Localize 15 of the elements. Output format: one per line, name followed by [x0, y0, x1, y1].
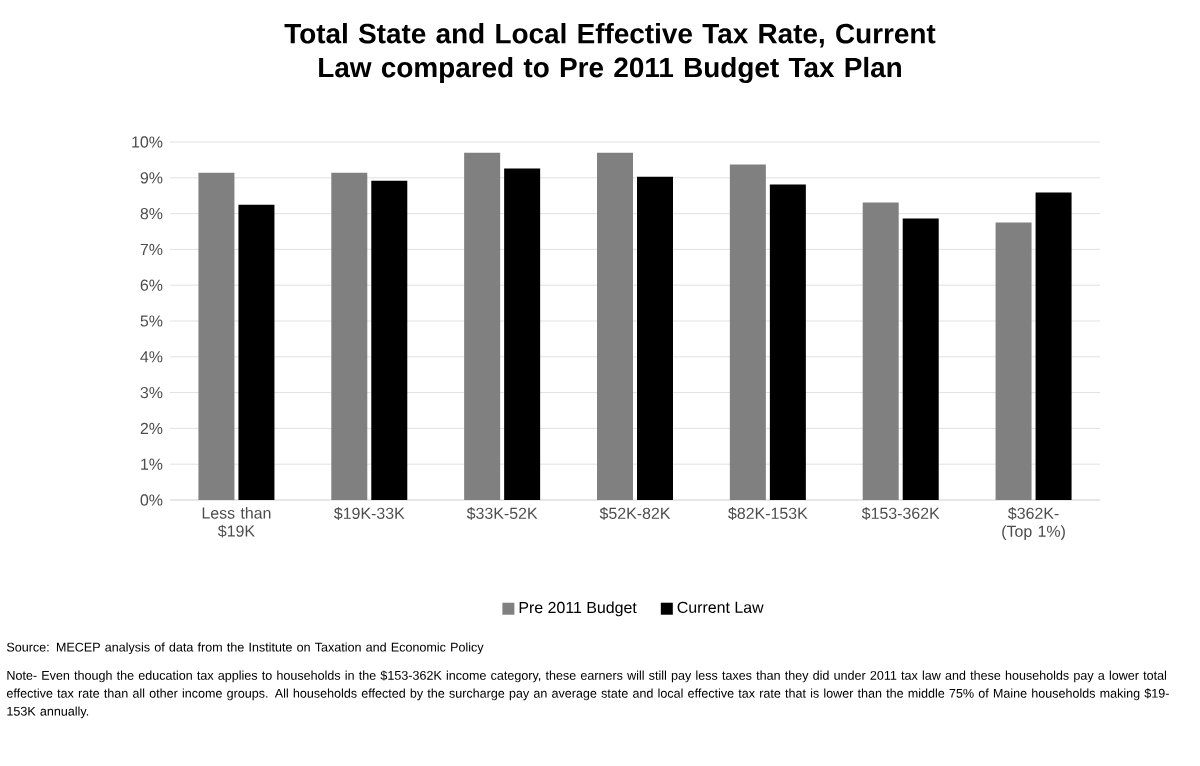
bar [464, 152, 501, 500]
bar [1035, 192, 1072, 500]
bar [371, 180, 408, 500]
bar [769, 184, 806, 500]
bar [198, 172, 235, 500]
bar [637, 176, 673, 500]
bar [238, 204, 275, 500]
bar [504, 168, 541, 500]
chart-title: Total State and Local Effective Tax Rate, Current Law compared to Pre 2011 Budget Tax Plan [284, 23, 936, 84]
bar [902, 218, 939, 500]
bar [331, 172, 368, 500]
bar [995, 222, 1032, 500]
bar [597, 152, 633, 500]
bar [729, 164, 766, 500]
bar [862, 202, 899, 500]
